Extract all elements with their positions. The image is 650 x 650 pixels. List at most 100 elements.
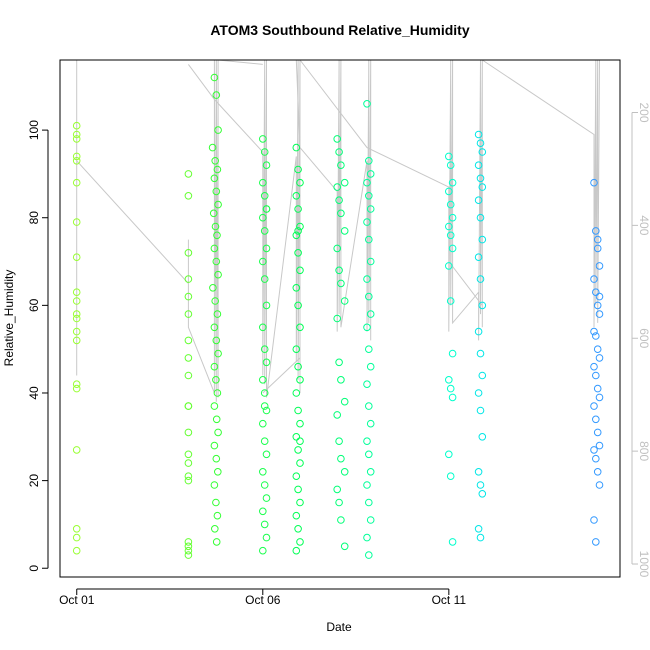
data-point: [333, 411, 342, 419]
connector-line-4: [482, 59, 600, 328]
data-point: [363, 437, 371, 446]
data-point: [211, 157, 219, 165]
data-point: [340, 542, 349, 551]
data-point: [184, 546, 193, 555]
x-tick-label: Oct 11: [432, 593, 467, 607]
data-point: [210, 441, 219, 450]
data-point: [184, 551, 193, 559]
data-point: [259, 257, 267, 266]
data-point: [474, 161, 483, 169]
data-point: [72, 178, 81, 187]
data-point: [210, 362, 219, 371]
data-point: [262, 450, 271, 459]
data-point: [294, 406, 302, 415]
data-point: [592, 415, 600, 424]
data-point: [593, 384, 602, 393]
data-point: [72, 314, 81, 323]
data-point: [595, 393, 604, 402]
y-tick-label: 0: [27, 565, 41, 572]
data-point: [214, 468, 222, 476]
data-point: [184, 538, 193, 546]
data-point: [478, 183, 487, 191]
data-point: [260, 275, 269, 283]
data-point: [366, 362, 375, 371]
data-point: [214, 270, 222, 279]
data-point: [366, 468, 375, 476]
data-point: [296, 459, 304, 467]
data-point: [448, 393, 457, 402]
data-point: [335, 358, 343, 367]
data-point: [184, 476, 193, 485]
data-point: [72, 288, 81, 297]
data-point: [184, 292, 193, 301]
data-point: [365, 345, 373, 354]
data-point: [340, 297, 349, 305]
data-point: [333, 314, 342, 323]
data-point: [476, 275, 485, 283]
data-point: [262, 494, 271, 502]
data-point: [335, 498, 343, 507]
data-point: [592, 227, 600, 235]
data-point: [365, 551, 373, 559]
y2-tick-label: 800: [637, 441, 650, 461]
data-point: [184, 542, 193, 551]
data-point: [590, 362, 598, 371]
data-point: [365, 157, 373, 165]
data-point: [363, 178, 371, 187]
data-point: [366, 205, 375, 213]
data-point: [72, 130, 81, 139]
data-point: [212, 415, 221, 424]
data-point: [365, 292, 373, 301]
y-tick-label: 100: [27, 120, 41, 140]
data-point: [210, 244, 219, 253]
data-point: [590, 446, 598, 454]
data-point: [184, 472, 193, 481]
data-point: [366, 170, 375, 178]
data-point: [212, 538, 221, 546]
y2-tick-label: 600: [637, 328, 650, 348]
data-point: [259, 468, 267, 476]
data-point: [260, 481, 269, 489]
data-point: [260, 437, 269, 446]
data-point: [296, 419, 304, 428]
y-tick-label: 60: [27, 298, 41, 312]
data-point: [72, 297, 81, 305]
y-tick-label: 20: [27, 474, 41, 488]
data-point: [259, 546, 267, 555]
connector-line-6: [448, 261, 483, 306]
data-point: [213, 310, 222, 318]
data-point: [259, 376, 267, 384]
data-point: [335, 437, 343, 446]
data-point: [448, 349, 457, 358]
data-point: [445, 187, 453, 196]
y-tick-label: 80: [27, 211, 41, 225]
data-point: [363, 218, 371, 226]
data-point: [366, 419, 375, 428]
data-point: [262, 406, 271, 415]
data-point: [476, 406, 485, 415]
data-point: [212, 187, 221, 196]
data-point: [212, 257, 221, 266]
data-point: [72, 446, 81, 454]
data-point: [296, 323, 304, 332]
data-point: [593, 301, 602, 310]
data-point: [478, 235, 487, 244]
data-point: [184, 371, 193, 380]
data-point: [337, 161, 345, 169]
data-point: [260, 227, 269, 235]
data-point: [337, 279, 345, 288]
data-point: [593, 244, 602, 253]
data-point: [446, 231, 455, 240]
data-point: [474, 130, 483, 139]
data-point: [214, 349, 222, 358]
data-point: [72, 253, 81, 262]
data-point: [296, 266, 304, 275]
data-point: [292, 192, 301, 200]
data-point: [592, 332, 600, 340]
data-point: [294, 525, 302, 533]
connector-line-3: [299, 59, 483, 341]
data-point: [262, 244, 271, 253]
data-point: [595, 481, 604, 489]
data-point: [476, 481, 485, 489]
